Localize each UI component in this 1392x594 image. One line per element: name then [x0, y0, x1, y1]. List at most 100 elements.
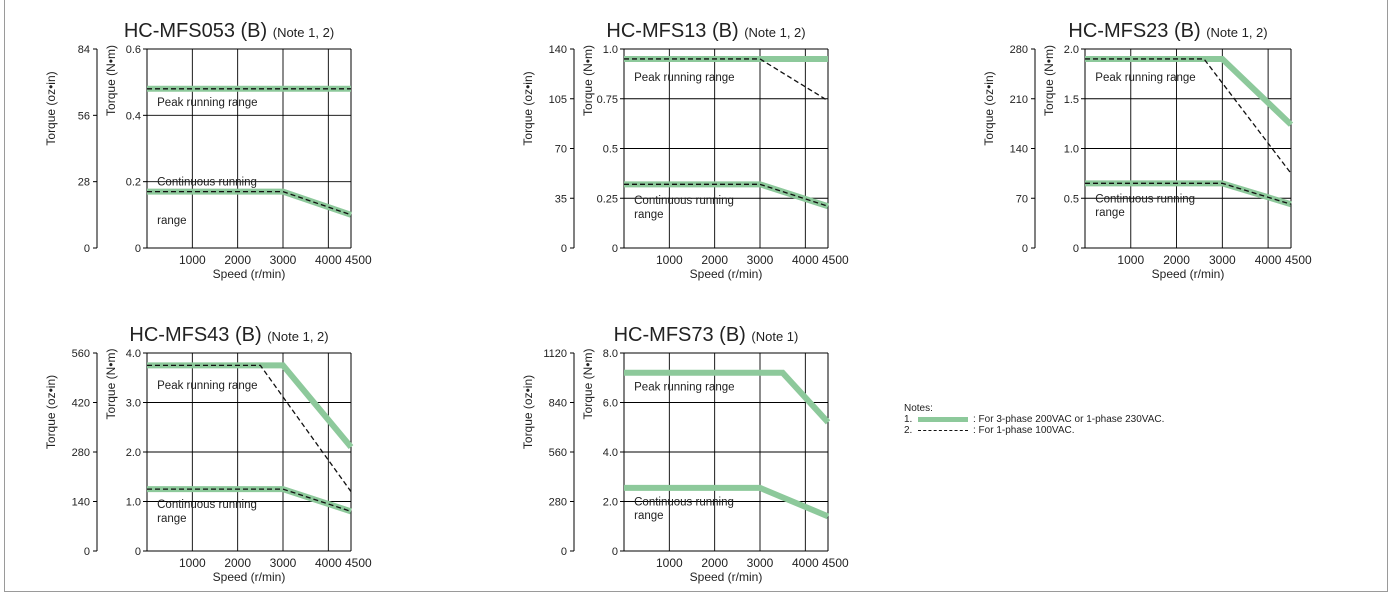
annotation-label: Continuous running: [1095, 193, 1195, 205]
x-tick-label: 4500: [345, 556, 372, 570]
x-tick-label: 4000: [315, 253, 342, 267]
y-tick-label-nm: 0.4: [126, 110, 141, 122]
y-tick-label-nm: 4.0: [603, 447, 618, 459]
note-number: 2.: [904, 425, 913, 436]
chart-3: 0 0 0.5 70 1.0 140 1.5 210 2.0 280 1000 2000 3000 400…: [982, 20, 1312, 281]
annotation-label: Continuous running: [634, 195, 734, 207]
series-line-green: [624, 369, 831, 425]
annotation-label: Peak running range: [634, 72, 734, 84]
y-tick-label-nm: 0: [612, 243, 618, 255]
y-axis-label-nm: Torque (N•m): [581, 45, 595, 116]
y-tick-label-ozin: 0: [84, 243, 90, 255]
x-tick-label: 3000: [747, 253, 774, 267]
x-tick-label: 2000: [224, 556, 251, 570]
chart-title: HC-MFS73 (B) (Note 1): [614, 324, 799, 346]
chart-1: 0 0 0.2 28 0.4 56 0.6 84 1000 2000 3000 4000 4500 Pea…: [44, 20, 372, 281]
y-axis-label-ozin: Torque (oz•in): [44, 71, 58, 145]
x-tick-label: 3000: [270, 253, 297, 267]
y-axis-label-ozin: Torque (oz•in): [521, 375, 535, 449]
chart-4: 0 0 1.0 140 2.0 280 3.0 420 4.0 560 1000 2000 3000 40…: [44, 324, 372, 584]
annotation-label: Continuous running: [157, 499, 257, 511]
x-tick-label: 1000: [179, 556, 206, 570]
x-tick-label: 3000: [270, 556, 297, 570]
x-axis-label: Speed (r/min): [690, 267, 763, 281]
y-tick-label-ozin: 35: [555, 193, 567, 205]
series-line-dashed: [147, 488, 352, 513]
y-tick-label-ozin: 280: [72, 447, 90, 459]
series-line-dashed: [1085, 182, 1292, 205]
y-tick-label-nm: 1.0: [126, 497, 141, 509]
x-tick-label: 3000: [747, 556, 774, 570]
note-item-2: 2. : For 1-phase 100VAC.: [904, 425, 1164, 436]
x-tick-label: 4000: [315, 556, 342, 570]
y-axis-label-nm: Torque (N•m): [1042, 45, 1056, 116]
y-tick-label-nm: 4.0: [126, 348, 141, 360]
y-axis-label-nm: Torque (N•m): [104, 45, 118, 116]
y-tick-label-ozin: 140: [1010, 144, 1028, 156]
x-axis-label: Speed (r/min): [213, 570, 286, 584]
series-line-green: [147, 362, 354, 449]
x-tick-label: 2000: [701, 556, 728, 570]
annotation-label: range: [1095, 207, 1124, 219]
chart-title-note: (Note 1, 2): [744, 25, 805, 40]
y-tick-label-ozin: 140: [549, 44, 567, 56]
series-line-dashed: [624, 183, 829, 207]
note-text: : For 3-phase 200VAC or 1-phase 230VAC.: [973, 414, 1165, 425]
y-tick-label-ozin: 420: [72, 398, 90, 410]
notes-legend: Notes: 1. : For 3-phase 200VAC or 1-phas…: [904, 403, 1164, 436]
x-tick-label: 1000: [656, 556, 683, 570]
note-number: 1.: [904, 414, 913, 425]
y-tick-label-nm: 1.5: [1064, 94, 1079, 106]
x-tick-label: 1000: [656, 253, 683, 267]
x-tick-label: 3000: [1209, 253, 1236, 267]
dashed-line-swatch: [918, 430, 968, 431]
chart-title-main: HC-MFS73 (B): [614, 324, 752, 346]
x-tick-label: 4500: [1285, 253, 1312, 267]
y-tick-label-nm: 1.0: [1064, 144, 1079, 156]
series-line-dashed: [147, 364, 352, 492]
y-tick-label-nm: 0: [135, 243, 141, 255]
annotation-label: Peak running range: [634, 381, 734, 393]
y-tick-label-ozin: 280: [1010, 44, 1028, 56]
annotation-label: Continuous running: [157, 177, 257, 189]
annotation-label: range: [634, 510, 663, 522]
y-tick-label-ozin: 210: [1010, 94, 1028, 106]
y-tick-label-nm: 0.5: [603, 144, 618, 156]
y-tick-label-nm: 0.6: [126, 44, 141, 56]
x-tick-label: 4500: [345, 253, 372, 267]
x-axis-label: Speed (r/min): [1152, 267, 1225, 281]
series-line-dashed: [624, 58, 829, 102]
x-tick-label: 4500: [822, 253, 849, 267]
y-tick-label-ozin: 28: [78, 177, 90, 189]
chart-5: 0 0 2.0 280 4.0 560 6.0 840 8.0 1120 1000 2000 3000 4…: [521, 324, 849, 584]
y-axis-label-ozin: Torque (oz•in): [521, 71, 535, 145]
x-tick-label: 4000: [792, 556, 819, 570]
chart-title-note: (Note 1): [751, 329, 798, 344]
series-line-dashed: [147, 190, 352, 216]
x-axis-label: Speed (r/min): [213, 267, 286, 281]
x-tick-label: 4000: [792, 253, 819, 267]
y-tick-label-ozin: 56: [78, 110, 90, 122]
annotation-label: range: [634, 209, 663, 221]
y-tick-label-nm: 0: [1073, 243, 1079, 255]
y-tick-label-nm: 2.0: [126, 447, 141, 459]
x-tick-label: 2000: [701, 253, 728, 267]
y-tick-label-ozin: 0: [561, 243, 567, 255]
y-axis-label-ozin: Torque (oz•in): [982, 71, 996, 145]
note-item-1: 1. : For 3-phase 200VAC or 1-phase 230VA…: [904, 414, 1164, 425]
y-tick-label-ozin: 105: [549, 94, 567, 106]
y-tick-label-ozin: 140: [72, 497, 90, 509]
y-tick-label-ozin: 840: [549, 398, 567, 410]
chart-title: HC-MFS13 (B) (Note 1, 2): [606, 20, 805, 42]
y-tick-label-ozin: 84: [78, 44, 90, 56]
chart-title-main: HC-MFS23 (B): [1068, 20, 1206, 42]
chart-title: HC-MFS23 (B) (Note 1, 2): [1068, 20, 1267, 42]
x-tick-label: 1000: [1117, 253, 1144, 267]
y-tick-label-nm: 2.0: [1064, 44, 1079, 56]
chart-title-main: HC-MFS43 (B): [129, 324, 267, 346]
series-line-green: [1085, 55, 1294, 127]
chart-title-main: HC-MFS053 (B): [124, 20, 273, 42]
chart-title: HC-MFS43 (B) (Note 1, 2): [129, 324, 328, 346]
y-tick-label-ozin: 1120: [543, 348, 567, 360]
